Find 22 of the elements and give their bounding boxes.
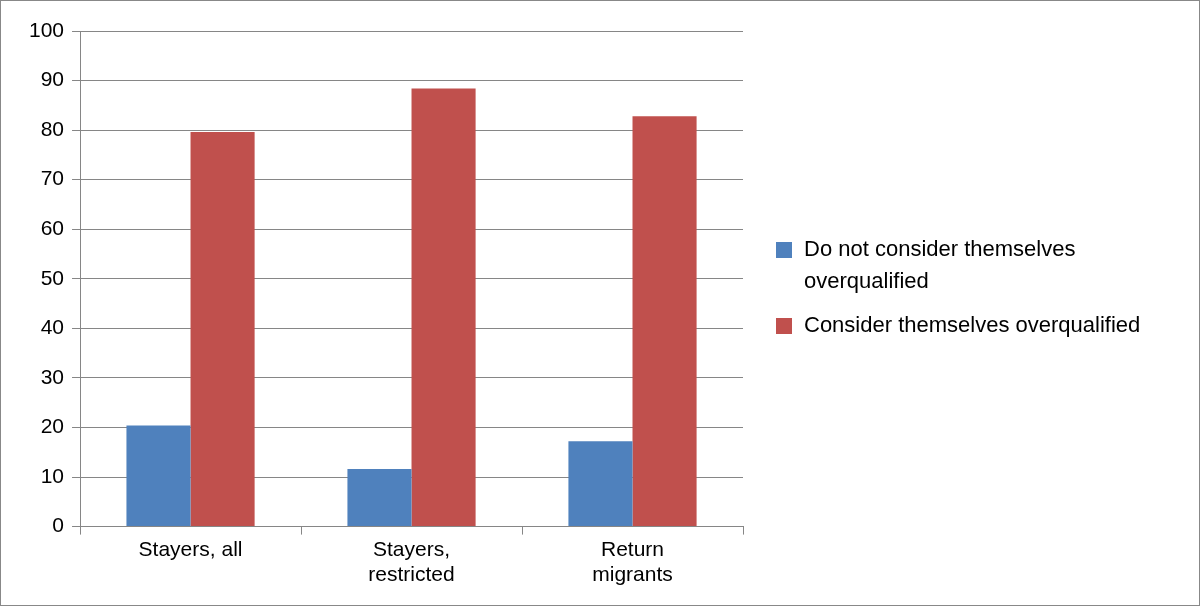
x-tick-label: Stayers, restricted [368, 537, 455, 586]
bar [190, 132, 255, 527]
bar [411, 88, 476, 527]
y-tick-label: 90 [40, 67, 65, 91]
legend-label: Consider themselves overqualified [804, 311, 1141, 339]
y-tick-label: 50 [40, 265, 65, 289]
y-tick-label: 30 [40, 364, 65, 388]
bar [632, 116, 697, 527]
bar [126, 425, 191, 527]
bar [347, 469, 412, 527]
x-tick-label: Stayers, all [138, 537, 243, 560]
y-tick-label: 10 [40, 463, 65, 487]
legend-label: Do not consider themselves overqualified [804, 235, 1077, 295]
y-tick-label: 70 [40, 166, 65, 190]
y-tick-label: 40 [40, 315, 65, 339]
bar [568, 441, 633, 527]
y-tick-label: 20 [40, 414, 65, 438]
x-tick-label: Return migrants [592, 537, 673, 586]
y-tick-label: 0 [52, 513, 65, 537]
y-tick-label: 60 [40, 216, 65, 240]
y-tick-label: 80 [40, 116, 65, 140]
y-tick-label: 100 [28, 17, 65, 41]
